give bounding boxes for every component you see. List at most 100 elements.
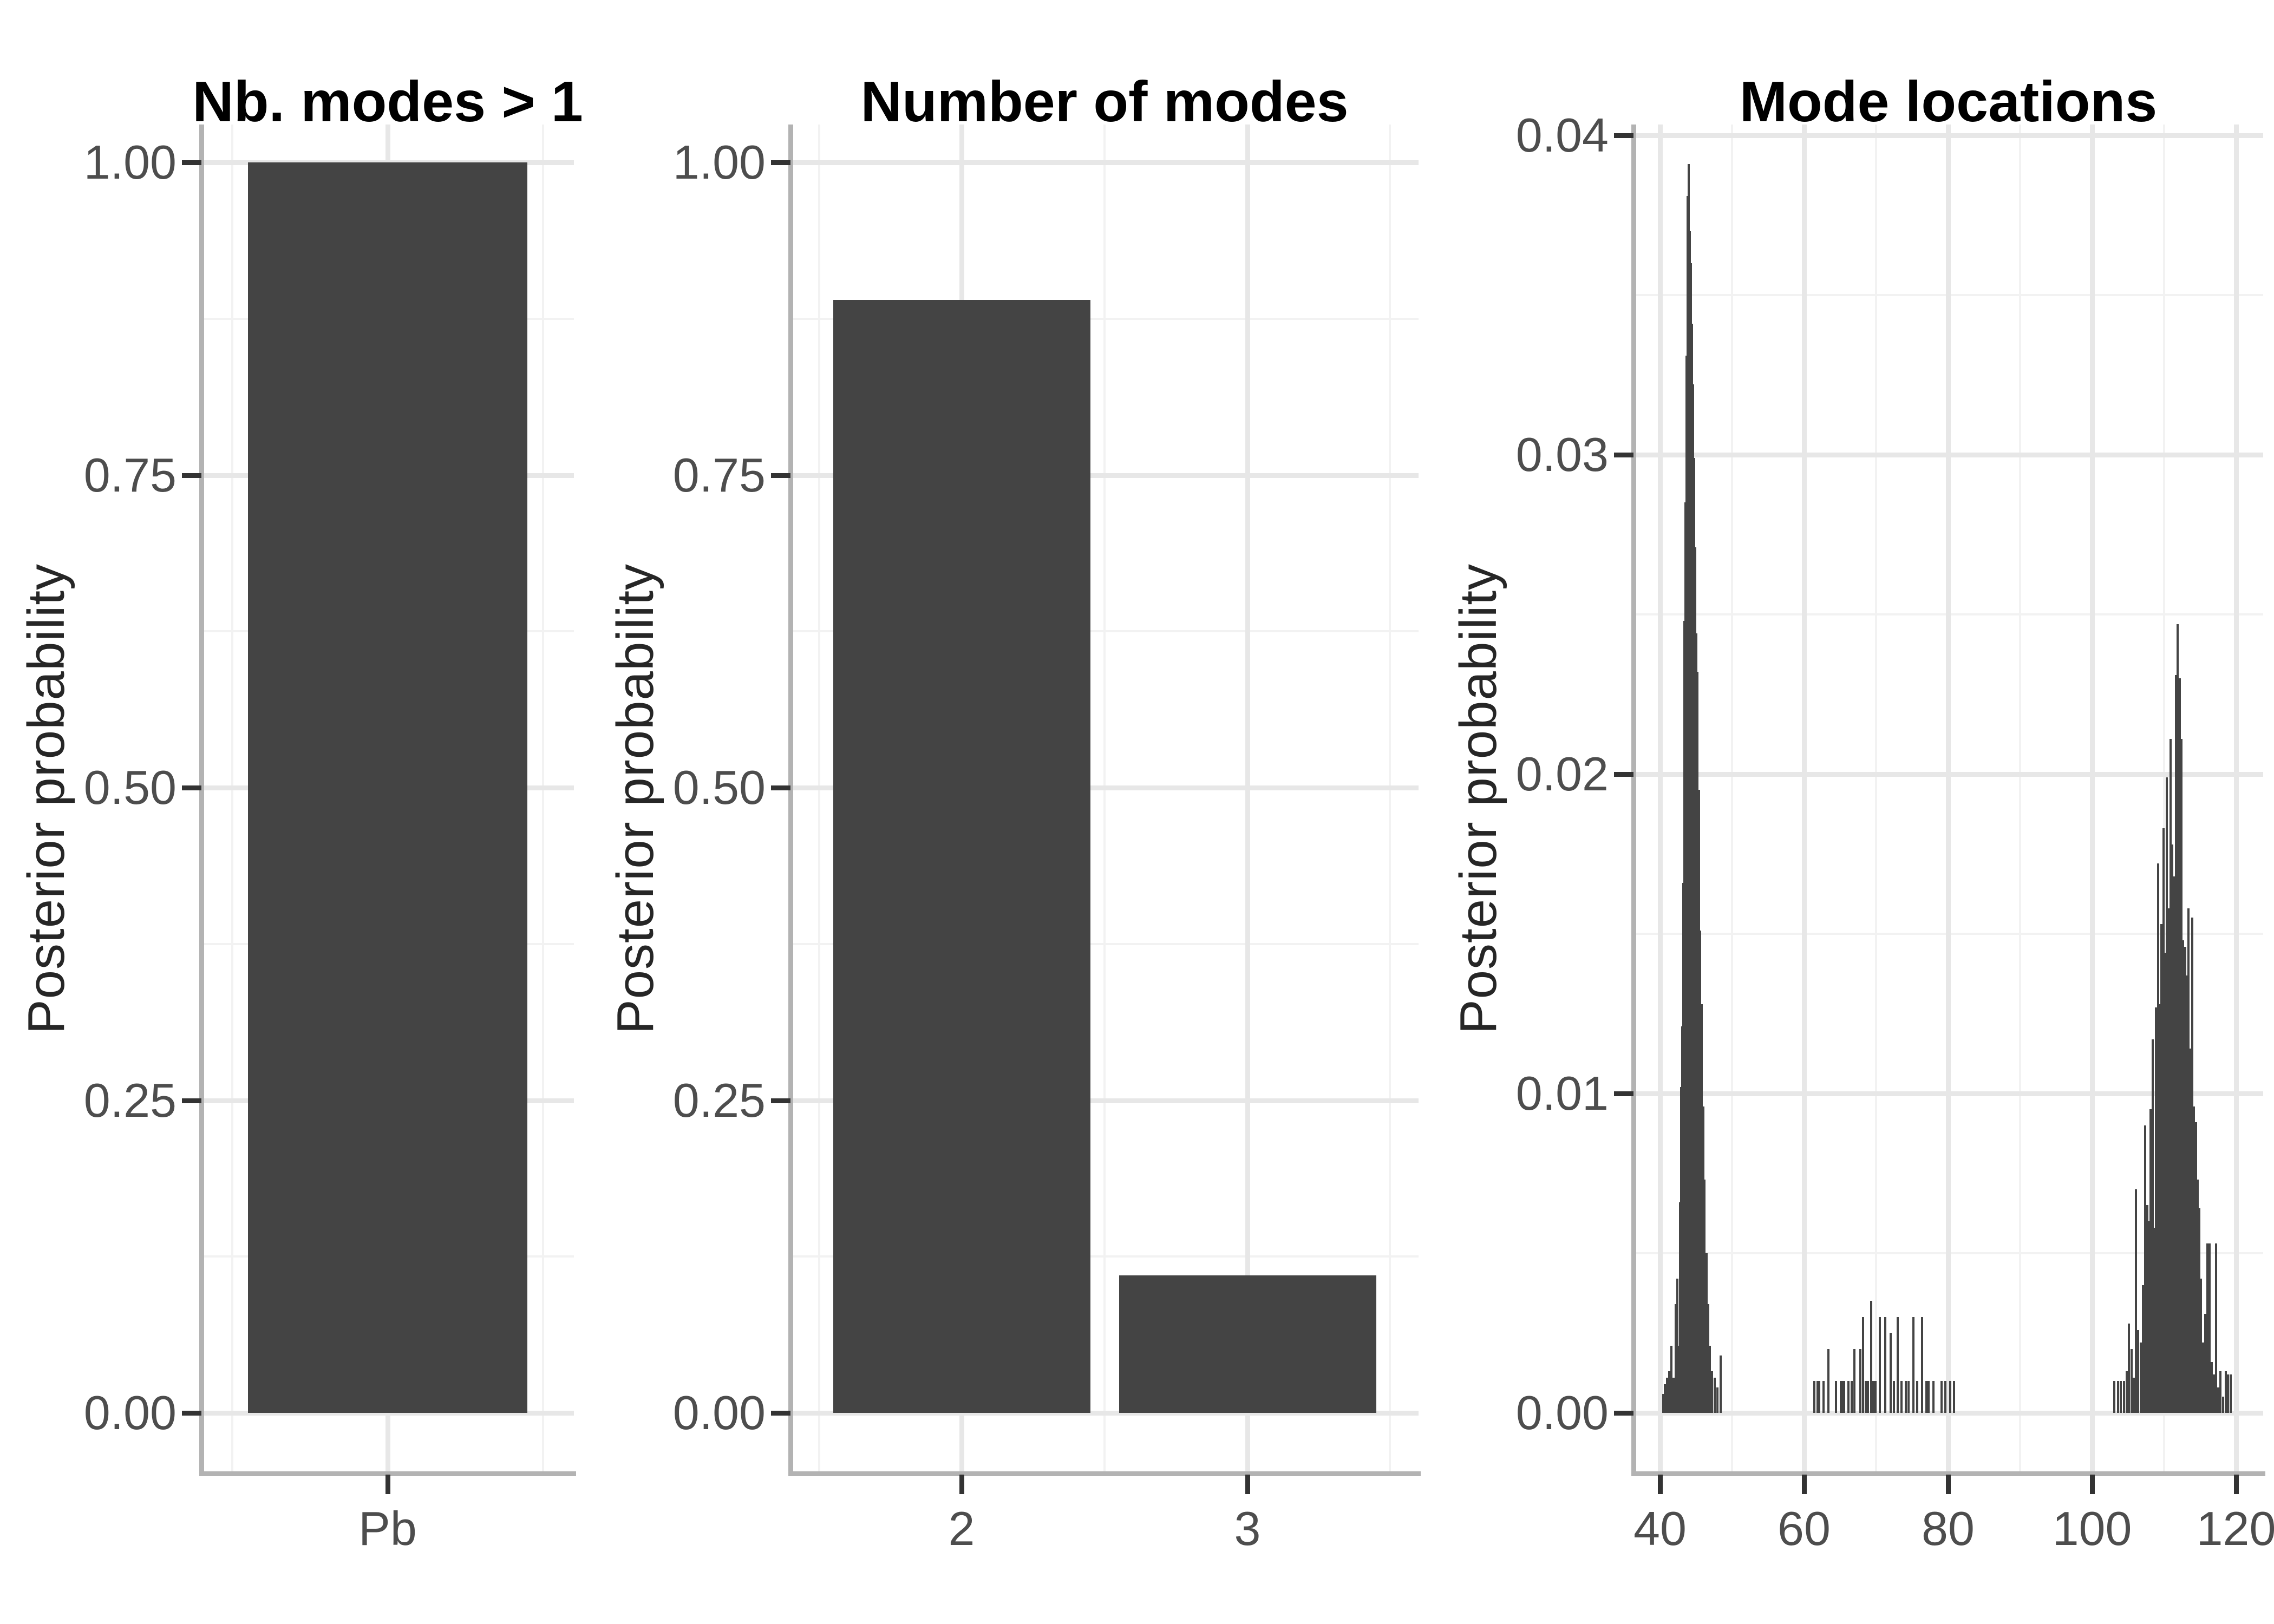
bar [1872, 1381, 1874, 1413]
y-axis-tick [1614, 772, 1633, 777]
y-tick-label: 0.75 [672, 448, 766, 502]
x-axis-tick [385, 1475, 390, 1494]
bar [1676, 1279, 1678, 1413]
y-axis-line [788, 125, 793, 1474]
x-axis-tick [2234, 1475, 2239, 1494]
y-axis-tick [182, 1411, 201, 1416]
bar [2164, 953, 2166, 1413]
y-axis-line [199, 125, 204, 1474]
y-axis-tick [771, 473, 790, 478]
x-tick-label: 80 [1922, 1502, 1975, 1555]
y-axis-tick [1614, 1091, 1633, 1096]
bar [1927, 1381, 1930, 1413]
bar [2170, 739, 2172, 1413]
bar [1940, 1381, 1943, 1413]
bar [2155, 1007, 2157, 1413]
y-tick-label: 0.02 [1515, 747, 1609, 801]
bar [2208, 1243, 2211, 1413]
bar [2213, 1374, 2215, 1413]
x-tick-label: 60 [1778, 1502, 1831, 1555]
y-tick-label: 0.50 [672, 761, 766, 814]
bar [2160, 924, 2162, 1413]
gridline-horizontal-major [790, 785, 1419, 790]
bar [2186, 975, 2188, 1413]
bar [2131, 1349, 2133, 1413]
y-tick-label: 0.01 [1515, 1066, 1609, 1120]
bar [1672, 1378, 1675, 1413]
gridline-vertical-minor [1103, 125, 1106, 1474]
gridline-horizontal-major [790, 473, 1419, 478]
bar [2198, 1208, 2200, 1413]
bar [2219, 1371, 2221, 1413]
bar [1841, 1381, 1843, 1413]
bar [1851, 1381, 1853, 1413]
y-tick-label: 0.75 [83, 448, 177, 502]
gridline-vertical-minor [2163, 125, 2165, 1474]
bar [1847, 1381, 1850, 1413]
y-axis-tick [182, 785, 201, 790]
bar [1862, 1317, 1864, 1413]
gridline-vertical-major [1802, 125, 1807, 1474]
bar [2171, 844, 2173, 1413]
bar [1816, 1381, 1819, 1413]
bar [2211, 1362, 2213, 1413]
y-axis-title: Posterior probability [1446, 125, 1511, 1474]
bar [2152, 1039, 2154, 1413]
bar [1666, 1378, 1668, 1413]
x-tick-label: 100 [2052, 1502, 2132, 1555]
gridline-vertical-minor [1875, 125, 1877, 1474]
bar [2182, 940, 2184, 1413]
bar [2197, 1180, 2199, 1413]
bar [2206, 1243, 2208, 1413]
bar [2142, 1285, 2144, 1413]
x-axis-line [788, 1471, 1421, 1476]
bar [2123, 1381, 2125, 1413]
bar [1921, 1317, 1923, 1413]
y-axis-tick [182, 160, 201, 165]
bar [1818, 1381, 1820, 1413]
bar [1912, 1317, 1914, 1413]
bar [2202, 1343, 2204, 1413]
bar [2126, 1371, 2128, 1413]
bar [1675, 1304, 1677, 1413]
bar [1944, 1381, 1946, 1413]
bar [2133, 1378, 2135, 1413]
bar [1701, 1004, 1703, 1413]
y-tick-label: 0.00 [672, 1386, 766, 1439]
chart-number-of-modes: Number of modes Posterior probability 1.… [606, 70, 1421, 1553]
y-tick-label: 0.03 [1515, 428, 1609, 481]
x-tick-label: 120 [2196, 1502, 2274, 1555]
bar [1874, 1381, 1877, 1413]
bar [2187, 908, 2190, 1413]
chart-title: Nb. modes > 1 [192, 69, 583, 134]
bar [2222, 1397, 2224, 1413]
bar [1949, 1381, 1951, 1413]
bar [2153, 1228, 2155, 1413]
bar [1714, 1378, 1716, 1413]
bar [1853, 1349, 1855, 1413]
y-tick-label: 0.00 [1515, 1386, 1609, 1439]
y-axis-tick [1614, 133, 1633, 138]
chart-mode-locations: Mode locations Posterior probability 0.0… [1449, 70, 2274, 1553]
bar [2180, 739, 2182, 1413]
bar [2190, 1049, 2192, 1413]
chart-title: Mode locations [1739, 69, 2158, 134]
y-axis-tick [771, 785, 790, 790]
bar [1893, 1381, 1895, 1413]
bar [2227, 1374, 2229, 1413]
bar [1696, 672, 1698, 1413]
bar [2193, 1106, 2195, 1413]
y-axis-tick [182, 1098, 201, 1103]
bar [2128, 1324, 2130, 1413]
x-axis-line [1631, 1471, 2265, 1476]
bar [1835, 1381, 1837, 1413]
y-axis-tick [182, 473, 201, 478]
bar [2175, 675, 2177, 1413]
bar [2120, 1381, 2122, 1413]
bar [1907, 1381, 1910, 1413]
y-tick-label: 1.00 [83, 135, 177, 189]
bar [2166, 777, 2168, 1413]
bar [1859, 1349, 1861, 1413]
bar [2144, 1125, 2146, 1413]
